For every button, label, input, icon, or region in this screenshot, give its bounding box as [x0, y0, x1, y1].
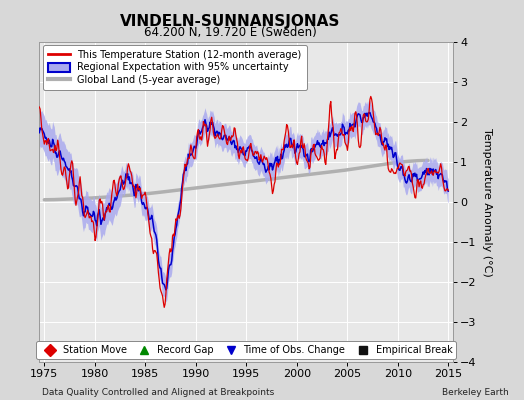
- Legend: Station Move, Record Gap, Time of Obs. Change, Empirical Break: Station Move, Record Gap, Time of Obs. C…: [36, 341, 456, 359]
- Y-axis label: Temperature Anomaly (°C): Temperature Anomaly (°C): [482, 128, 492, 276]
- Text: VINDELN-SUNNANSJONAS: VINDELN-SUNNANSJONAS: [121, 14, 341, 29]
- Text: Berkeley Earth: Berkeley Earth: [442, 388, 508, 397]
- Text: Data Quality Controlled and Aligned at Breakpoints: Data Quality Controlled and Aligned at B…: [42, 388, 274, 397]
- Text: 64.200 N, 19.720 E (Sweden): 64.200 N, 19.720 E (Sweden): [144, 26, 317, 39]
